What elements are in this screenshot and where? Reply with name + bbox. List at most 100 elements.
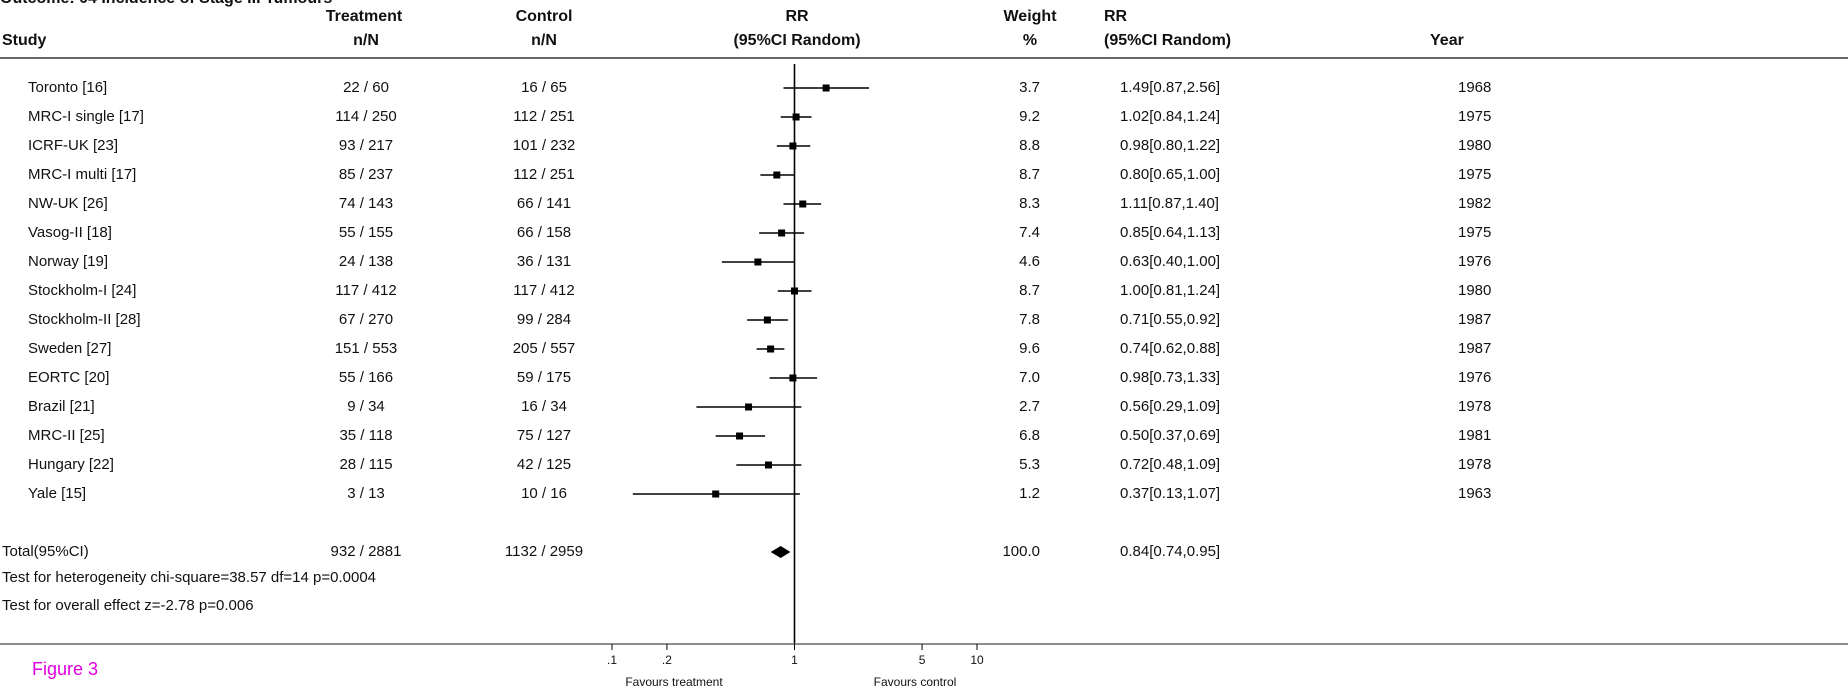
weight-value: 7.8 — [1019, 311, 1040, 328]
study-name: Vasog-II [18] — [28, 224, 112, 241]
treatment-value: 9 / 34 — [347, 398, 385, 415]
treatment-value: 55 / 166 — [338, 369, 394, 386]
point-estimate — [763, 316, 771, 324]
control-value: 99 / 284 — [516, 311, 572, 328]
year-value: 1975 — [1458, 108, 1492, 125]
treatment-value: 85 / 237 — [338, 166, 394, 183]
total-treatment: 932 / 2881 — [330, 543, 402, 560]
rr-ci-value: 0.50[0.37,0.69] — [1120, 427, 1221, 444]
x-tick-label: .2 — [662, 653, 672, 667]
point-estimate — [773, 171, 781, 179]
study-name: Hungary [22] — [28, 456, 114, 473]
control-value: 10 / 16 — [521, 485, 567, 502]
header-rr-plot-sub: (95%CI Random) — [733, 32, 861, 49]
control-value: 66 / 158 — [516, 224, 572, 241]
total-weight: 100.0 — [1002, 543, 1040, 560]
weight-value: 8.3 — [1019, 195, 1040, 212]
point-estimate — [789, 142, 797, 150]
rr-ci-value: 1.49[0.87,2.56] — [1120, 79, 1221, 96]
header-rr-text-sub: (95%CI Random) — [1104, 32, 1232, 49]
treatment-value: 74 / 143 — [338, 195, 394, 212]
point-estimate — [791, 287, 798, 295]
study-name: Yale [15] — [28, 485, 87, 502]
year-value: 1968 — [1458, 79, 1492, 96]
rr-ci-value: 1.11[0.87,1.40] — [1120, 195, 1219, 212]
treatment-value: 24 / 138 — [338, 253, 394, 270]
year-value: 1978 — [1458, 398, 1492, 415]
control-value: 16 / 34 — [521, 398, 567, 415]
point-estimate — [822, 84, 830, 92]
weight-value: 5.3 — [1019, 456, 1040, 473]
x-tick-label: 5 — [919, 653, 926, 667]
rr-ci-value: 0.56[0.29,1.09] — [1120, 398, 1221, 415]
clipped-outcome-title: Outcome: 04 Incidence of Stage III Tumou… — [0, 0, 332, 8]
treatment-value: 22 / 60 — [343, 79, 389, 96]
study-name: Stockholm-I [24] — [28, 282, 137, 299]
treatment-value: 117 / 412 — [335, 282, 397, 299]
control-value: 112 / 251 — [513, 108, 575, 125]
study-name: NW-UK [26] — [28, 195, 108, 212]
total-control: 1132 / 2959 — [504, 543, 584, 560]
overall-effect-test: Test for overall effect z=-2.78 p=0.006 — [2, 597, 254, 614]
treatment-value: 67 / 270 — [338, 311, 394, 328]
study-name: Stockholm-II [28] — [28, 311, 141, 328]
header-treatment-sub: n/N — [353, 32, 379, 49]
control-value: 117 / 412 — [513, 282, 575, 299]
study-name: Norway [19] — [28, 253, 109, 270]
point-estimate — [792, 113, 800, 121]
header-treatment: Treatment — [325, 8, 403, 25]
rr-ci-value: 0.74[0.62,0.88] — [1120, 340, 1221, 357]
rr-ci-value: 0.85[0.64,1.13] — [1120, 224, 1221, 241]
header-rr-text: RR — [1104, 8, 1128, 25]
header-weight-sub: % — [1022, 32, 1038, 49]
favours-control-label: Favours control — [873, 675, 957, 689]
year-value: 1975 — [1458, 224, 1492, 241]
point-estimate — [754, 258, 762, 266]
control-value: 59 / 175 — [516, 369, 572, 386]
year-value: 1981 — [1458, 427, 1492, 444]
point-estimate — [736, 432, 744, 440]
year-value: 1982 — [1458, 195, 1492, 212]
header-year: Year — [1430, 32, 1464, 49]
figure-label: Figure 3 — [32, 659, 99, 679]
study-name: MRC-I single [17] — [28, 108, 144, 125]
year-value: 1976 — [1458, 369, 1492, 386]
weight-value: 6.8 — [1019, 427, 1040, 444]
treatment-value: 55 / 155 — [338, 224, 394, 241]
study-name: MRC-I multi [17] — [28, 166, 137, 183]
weight-value: 8.7 — [1019, 282, 1040, 299]
year-value: 1980 — [1458, 137, 1492, 154]
point-estimate — [712, 490, 720, 498]
header-weight: Weight — [1003, 8, 1057, 25]
header-control: Control — [515, 8, 573, 25]
year-value: 1978 — [1458, 456, 1492, 473]
study-name: EORTC [20] — [28, 369, 110, 386]
control-value: 75 / 127 — [516, 427, 572, 444]
treatment-value: 114 / 250 — [335, 108, 397, 125]
control-value: 36 / 131 — [516, 253, 572, 270]
control-value: 101 / 232 — [512, 137, 576, 154]
rr-ci-value: 0.63[0.40,1.00] — [1120, 253, 1221, 270]
study-name: ICRF-UK [23] — [28, 137, 119, 154]
point-estimate — [745, 403, 753, 411]
heterogeneity-test: Test for heterogeneity chi-square=38.57 … — [2, 569, 377, 586]
year-value: 1975 — [1458, 166, 1492, 183]
header-rr-plot: RR — [785, 8, 809, 25]
study-name: Toronto [16] — [28, 79, 108, 96]
point-estimate — [778, 229, 786, 237]
year-value: 1987 — [1458, 340, 1492, 357]
control-value: 66 / 141 — [516, 195, 572, 212]
year-value: 1963 — [1458, 485, 1492, 502]
treatment-value: 35 / 118 — [339, 427, 393, 444]
rr-ci-value: 0.80[0.65,1.00] — [1120, 166, 1221, 183]
study-name: Brazil [21] — [28, 398, 95, 415]
weight-value: 3.7 — [1019, 79, 1040, 96]
treatment-value: 3 / 13 — [347, 485, 385, 502]
rr-ci-value: 0.37[0.13,1.07] — [1120, 485, 1221, 502]
weight-value: 2.7 — [1019, 398, 1040, 415]
x-tick-label: 10 — [970, 653, 984, 667]
treatment-value: 93 / 217 — [338, 137, 394, 154]
total-label: Total(95%CI) — [2, 543, 89, 560]
weight-value: 7.0 — [1019, 369, 1040, 386]
